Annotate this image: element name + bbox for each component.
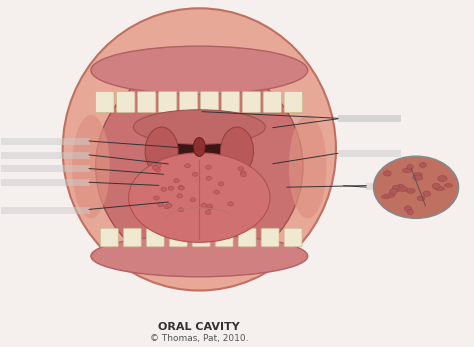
FancyBboxPatch shape: [158, 92, 177, 112]
Ellipse shape: [388, 193, 395, 197]
Ellipse shape: [407, 209, 413, 215]
Circle shape: [174, 179, 179, 183]
FancyBboxPatch shape: [284, 228, 302, 247]
Circle shape: [207, 205, 213, 210]
Circle shape: [240, 171, 246, 175]
Ellipse shape: [392, 188, 401, 192]
Ellipse shape: [193, 137, 205, 156]
Circle shape: [238, 167, 244, 171]
Circle shape: [192, 172, 198, 176]
Circle shape: [190, 198, 196, 202]
Circle shape: [241, 173, 246, 177]
Ellipse shape: [390, 189, 397, 194]
Ellipse shape: [438, 176, 447, 181]
FancyBboxPatch shape: [96, 92, 114, 112]
Ellipse shape: [402, 168, 411, 173]
Circle shape: [201, 203, 207, 207]
Text: © Thomas, Pat, 2010.: © Thomas, Pat, 2010.: [150, 334, 248, 343]
Circle shape: [178, 208, 184, 212]
Ellipse shape: [96, 64, 303, 270]
Circle shape: [153, 166, 158, 170]
FancyBboxPatch shape: [261, 228, 279, 247]
Circle shape: [155, 164, 161, 168]
Ellipse shape: [432, 183, 440, 189]
FancyBboxPatch shape: [169, 228, 187, 247]
FancyBboxPatch shape: [137, 92, 156, 112]
Circle shape: [164, 205, 170, 209]
FancyBboxPatch shape: [117, 92, 135, 112]
Circle shape: [158, 203, 164, 207]
Ellipse shape: [413, 172, 422, 177]
Ellipse shape: [145, 127, 178, 175]
Ellipse shape: [72, 115, 110, 218]
Ellipse shape: [423, 191, 431, 196]
Ellipse shape: [220, 127, 254, 175]
Ellipse shape: [404, 206, 411, 212]
Circle shape: [214, 190, 219, 194]
Ellipse shape: [419, 162, 426, 168]
Ellipse shape: [392, 185, 400, 190]
Circle shape: [161, 187, 166, 191]
Circle shape: [207, 204, 212, 208]
FancyBboxPatch shape: [179, 92, 198, 112]
Ellipse shape: [133, 110, 265, 144]
Circle shape: [177, 194, 182, 198]
FancyBboxPatch shape: [215, 228, 233, 247]
Circle shape: [166, 203, 172, 208]
FancyBboxPatch shape: [192, 228, 210, 247]
Circle shape: [168, 186, 174, 190]
Circle shape: [178, 186, 184, 190]
Ellipse shape: [382, 195, 390, 199]
Ellipse shape: [413, 175, 423, 180]
FancyBboxPatch shape: [123, 228, 141, 247]
Circle shape: [205, 210, 211, 214]
Circle shape: [206, 176, 212, 180]
Circle shape: [154, 196, 159, 200]
FancyBboxPatch shape: [263, 92, 282, 112]
Circle shape: [155, 168, 161, 172]
FancyBboxPatch shape: [238, 228, 256, 247]
Circle shape: [374, 156, 458, 218]
Ellipse shape: [91, 236, 308, 277]
Text: ORAL CAVITY: ORAL CAVITY: [158, 322, 240, 332]
FancyBboxPatch shape: [221, 92, 240, 112]
Circle shape: [179, 186, 184, 190]
Ellipse shape: [417, 196, 425, 201]
Ellipse shape: [383, 171, 391, 176]
Ellipse shape: [152, 122, 246, 184]
Ellipse shape: [396, 185, 405, 190]
Ellipse shape: [445, 184, 453, 187]
Ellipse shape: [407, 188, 415, 193]
FancyBboxPatch shape: [284, 92, 302, 112]
Ellipse shape: [435, 187, 445, 191]
Circle shape: [228, 202, 234, 206]
Circle shape: [219, 182, 224, 186]
FancyBboxPatch shape: [146, 228, 164, 247]
Ellipse shape: [289, 115, 327, 218]
Circle shape: [185, 164, 190, 168]
Circle shape: [206, 165, 211, 169]
FancyBboxPatch shape: [201, 92, 219, 112]
Ellipse shape: [399, 187, 408, 192]
FancyBboxPatch shape: [100, 228, 118, 247]
Ellipse shape: [128, 153, 270, 242]
FancyBboxPatch shape: [242, 92, 261, 112]
Circle shape: [151, 163, 157, 167]
Ellipse shape: [63, 8, 336, 290]
Ellipse shape: [407, 164, 413, 170]
Ellipse shape: [91, 46, 308, 94]
